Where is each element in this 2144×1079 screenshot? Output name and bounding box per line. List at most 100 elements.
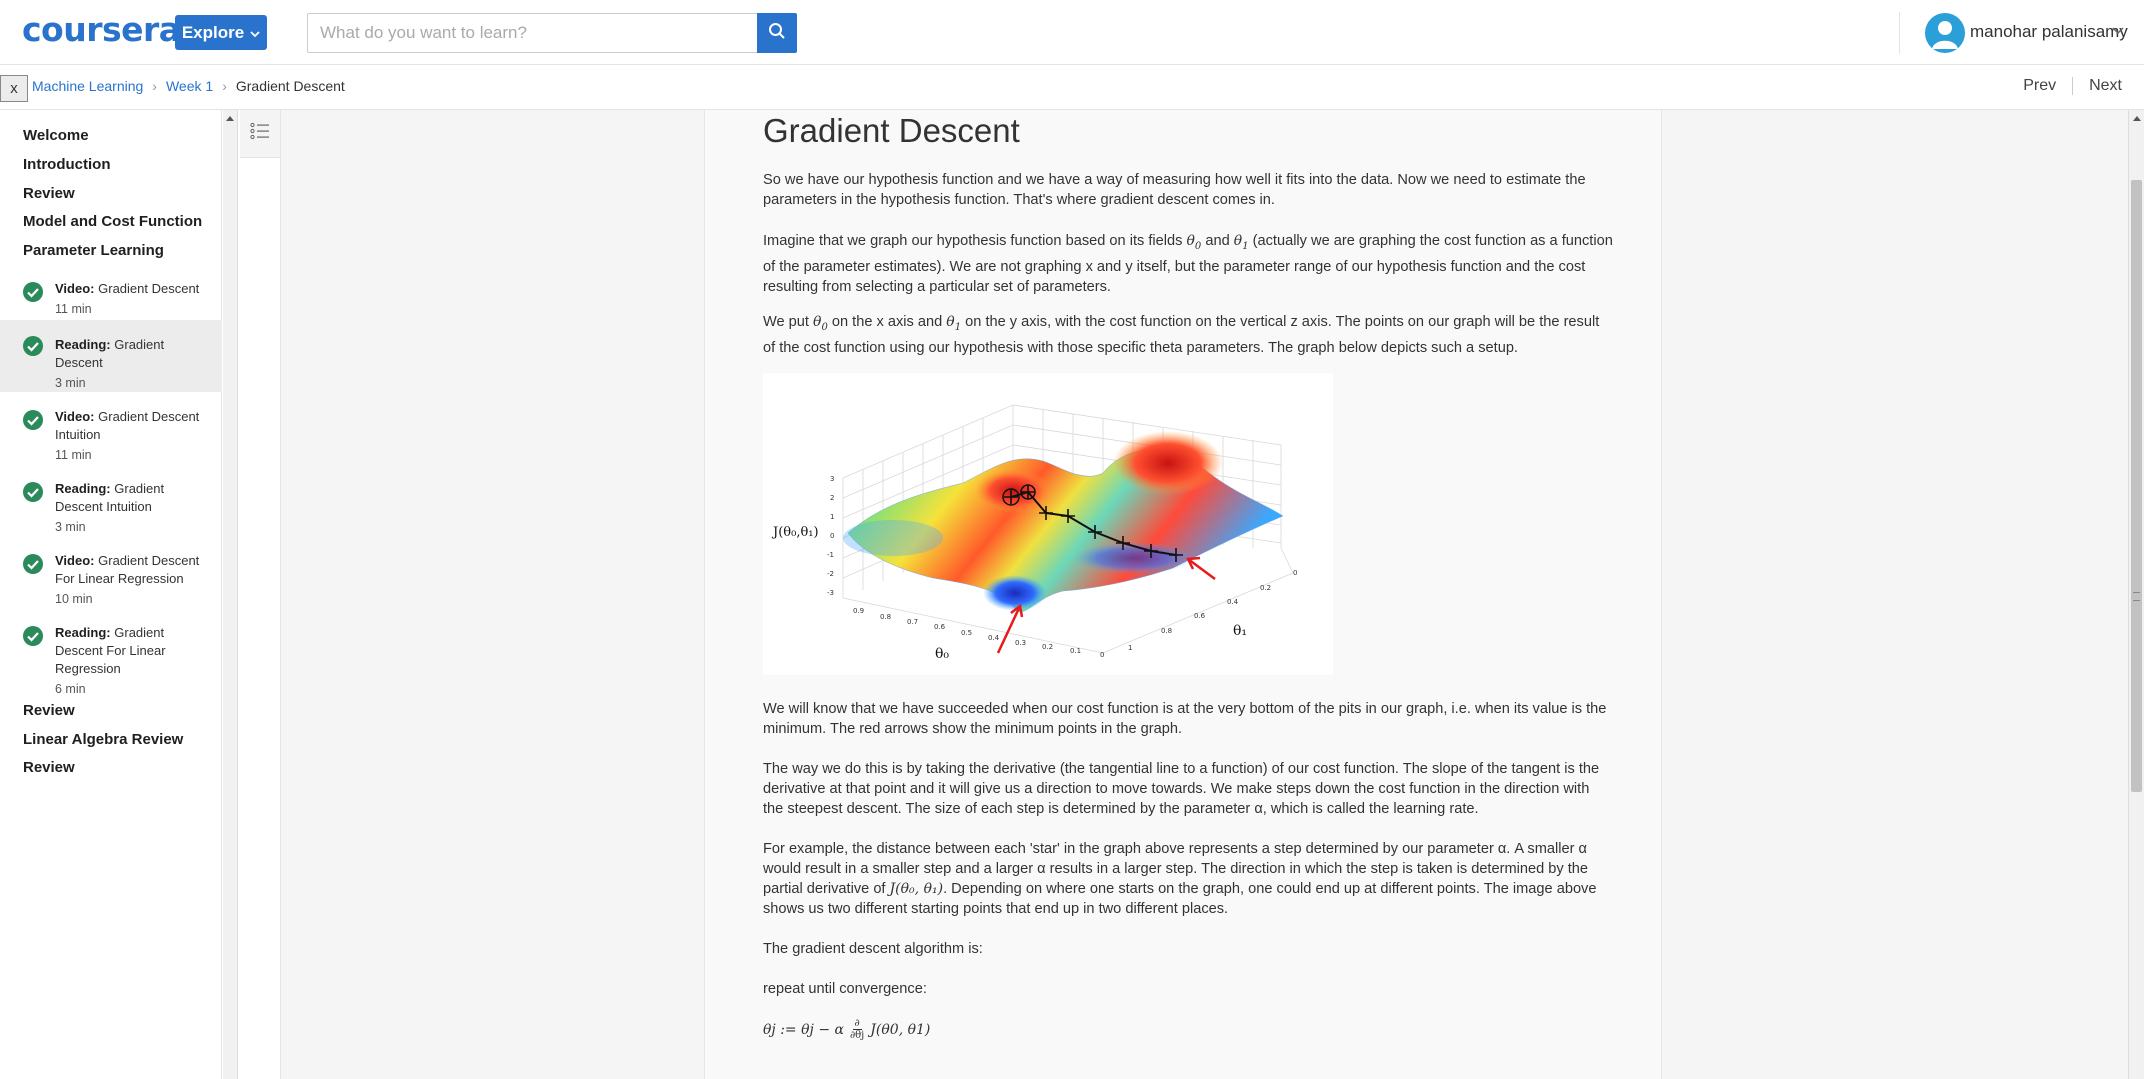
sidebar-item-text: Video: Gradient Descent Intuition 11 min xyxy=(55,408,215,464)
sidebar-section-linear-algebra[interactable]: Linear Algebra Review xyxy=(23,731,184,748)
paragraph-1: So we have our hypothesis function and w… xyxy=(763,172,1586,208)
chevron-right-icon: › xyxy=(152,78,157,94)
sidebar-item-reading-gd-intuition[interactable]: Reading: Gradient Descent Intuition 3 min xyxy=(0,466,222,538)
user-icon xyxy=(1932,21,1958,49)
svg-text:0.2: 0.2 xyxy=(1260,584,1271,592)
sidebar-item-reading-gd-linear-regression[interactable]: Reading: Gradient Descent For Linear Reg… xyxy=(0,610,222,700)
explore-button[interactable]: Explore xyxy=(175,15,267,50)
search-icon xyxy=(768,22,786,45)
sidebar-item-text: Reading: Gradient Descent For Linear Reg… xyxy=(55,624,215,698)
breadcrumb-week-link[interactable]: Week 1 xyxy=(165,78,214,94)
chevron-right-icon: › xyxy=(222,78,227,94)
duration: 11 min xyxy=(55,448,92,462)
sidebar-scrollbar[interactable] xyxy=(223,110,238,1079)
start-point xyxy=(1020,484,1036,500)
sidebar-section-review[interactable]: Review xyxy=(23,185,75,202)
descent-path xyxy=(1010,490,1177,556)
descent-steps xyxy=(1004,485,1183,562)
surface-peak xyxy=(1113,431,1223,495)
prev-next-nav: Prev Next xyxy=(2023,77,2122,95)
duration: 3 min xyxy=(55,376,86,390)
sidebar-section-review-3[interactable]: Review xyxy=(23,759,75,776)
svg-text:0.1: 0.1 xyxy=(1070,647,1081,655)
paragraph-7: The gradient descent algorithm is: xyxy=(763,941,983,957)
check-circle-icon xyxy=(23,626,43,646)
svg-text:0: 0 xyxy=(1293,569,1297,577)
svg-text:0: 0 xyxy=(1100,651,1104,659)
scrollbar-thumb[interactable] xyxy=(2131,180,2142,792)
username[interactable]: manohar palanisamy xyxy=(1970,22,2128,41)
duration: 11 min xyxy=(55,302,92,316)
check-circle-icon xyxy=(23,282,43,302)
svg-text:0.6: 0.6 xyxy=(934,623,946,631)
sidebar-item-video-gd-intuition[interactable]: Video: Gradient Descent Intuition 11 min xyxy=(0,394,222,466)
sidebar-item-text: Video: Gradient Descent 11 min xyxy=(55,280,215,318)
breadcrumb-course-link[interactable]: Machine Learning xyxy=(32,78,144,94)
nav-divider xyxy=(2072,77,2074,95)
paragraph-2: Imagine that we graph our hypothesis fun… xyxy=(763,233,1613,295)
breadcrumb-bar: x Machine Learning › Week 1 › Gradient D… xyxy=(0,65,2144,110)
sidebar-item-text: Video: Gradient Descent For Linear Regre… xyxy=(55,552,215,608)
chevron-down-icon[interactable] xyxy=(2112,22,2124,38)
scroll-up-icon[interactable] xyxy=(226,116,234,121)
surface-peak xyxy=(975,469,1051,513)
surface-pit xyxy=(1073,542,1193,574)
toc-column xyxy=(240,110,280,1079)
sidebar-section-welcome[interactable]: Welcome xyxy=(23,127,89,144)
check-circle-icon xyxy=(23,554,43,574)
svg-text:0.6: 0.6 xyxy=(1194,612,1206,620)
explore-label: Explore xyxy=(181,22,245,42)
svg-text:0.4: 0.4 xyxy=(1227,598,1239,606)
y-ticks: 0 0.2 0.4 0.6 0.8 1 xyxy=(1128,569,1297,652)
x-ticks: 0.9 0.8 0.7 0.6 0.5 0.4 0.3 0.2 0.1 0 xyxy=(853,607,1104,659)
paragraph-5: The way we do this is by taking the deri… xyxy=(763,761,1600,817)
partial-derivative: ∂ ∂θj xyxy=(849,1018,865,1041)
sidebar-section-model-cost[interactable]: Model and Cost Function xyxy=(23,213,203,230)
duration: 10 min xyxy=(55,592,93,606)
formula-rhs: J(θ0, θ1) xyxy=(870,1021,931,1038)
search-button[interactable] xyxy=(757,13,797,53)
paragraph-4: We will know that we have succeeded when… xyxy=(763,701,1607,737)
minimum-arrows xyxy=(996,556,1216,654)
svg-text:0: 0 xyxy=(830,532,834,540)
header-divider xyxy=(1899,12,1900,54)
sidebar-item-reading-gradient-descent[interactable]: Reading: Gradient Descent 3 min xyxy=(0,320,222,392)
sidebar-item-video-gradient-descent[interactable]: Video: Gradient Descent 11 min xyxy=(0,268,222,322)
scroll-up-icon[interactable] xyxy=(2133,116,2141,121)
y-axis-label: θ₁ xyxy=(1233,623,1247,639)
svg-text:0.2: 0.2 xyxy=(1042,643,1053,651)
sidebar-section-parameter-learning[interactable]: Parameter Learning xyxy=(23,242,164,259)
next-link[interactable]: Next xyxy=(2089,77,2122,94)
cost-surface-figure: J(θ₀,θ₁) θ₀ θ₁ 3 2 1 0 -1 -2 -3 0.9 0.8 … xyxy=(763,373,1333,675)
svg-text:0.4: 0.4 xyxy=(988,634,1000,642)
z-ticks: 3 2 1 0 -1 -2 -3 xyxy=(827,475,834,597)
prev-link[interactable]: Prev xyxy=(2023,77,2057,94)
start-point xyxy=(1002,488,1020,506)
page-title: Gradient Descent xyxy=(763,112,1020,149)
close-button[interactable]: x xyxy=(0,75,28,102)
top-header: coursera Explore manohar palanisamy xyxy=(0,0,2144,65)
sidebar-item-text: Reading: Gradient Descent 3 min xyxy=(55,336,215,392)
duration: 6 min xyxy=(55,682,86,696)
svg-text:0.3: 0.3 xyxy=(1015,639,1026,647)
duration: 3 min xyxy=(55,520,86,534)
sidebar-item-video-gd-linear-regression[interactable]: Video: Gradient Descent For Linear Regre… xyxy=(0,538,222,610)
avatar[interactable] xyxy=(1925,13,1965,53)
check-circle-icon xyxy=(23,336,43,356)
page-scrollbar[interactable] xyxy=(2128,110,2144,1079)
svg-text:3: 3 xyxy=(830,475,834,483)
sidebar-section-review-2[interactable]: Review xyxy=(23,702,75,719)
search-input[interactable] xyxy=(307,13,758,53)
svg-text:-1: -1 xyxy=(827,551,834,559)
scrollbar-grip-icon xyxy=(2133,592,2140,601)
svg-text:1: 1 xyxy=(830,513,834,521)
paragraph-3: We put θ0 on the x axis and θ1 on the y … xyxy=(763,314,1600,356)
toc-toggle-button[interactable] xyxy=(240,110,280,158)
coursera-logo[interactable]: coursera xyxy=(22,10,181,49)
cost-surface-plot: J(θ₀,θ₁) θ₀ θ₁ 3 2 1 0 -1 -2 -3 0.9 0.8 … xyxy=(771,404,1297,662)
svg-text:0.8: 0.8 xyxy=(880,613,891,621)
chevron-down-icon xyxy=(250,23,260,43)
sidebar-item-text: Reading: Gradient Descent Intuition 3 min xyxy=(55,480,215,536)
sidebar-section-introduction[interactable]: Introduction xyxy=(23,156,111,173)
breadcrumb-current: Gradient Descent xyxy=(235,78,345,94)
